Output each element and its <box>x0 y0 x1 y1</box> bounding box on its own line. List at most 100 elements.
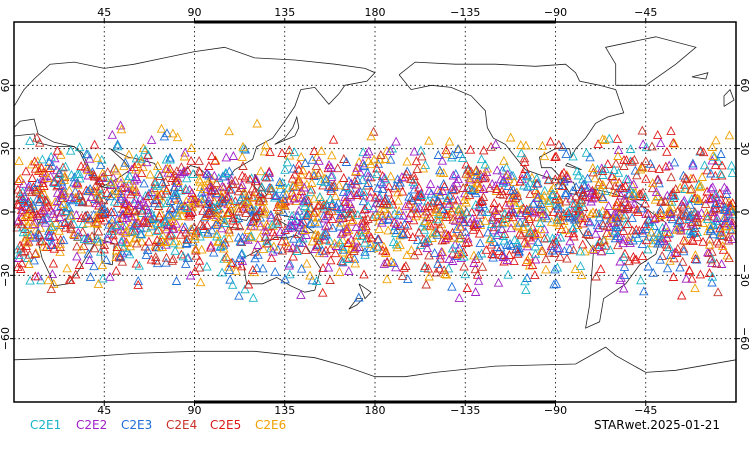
observation-marker <box>721 189 732 198</box>
observation-marker <box>179 151 190 161</box>
observation-marker <box>625 183 635 193</box>
observation-marker <box>112 220 122 229</box>
observation-marker <box>422 233 432 243</box>
observation-marker <box>23 182 34 192</box>
observation-marker <box>97 208 108 218</box>
observation-marker <box>372 234 383 244</box>
observation-marker <box>472 269 483 279</box>
observation-marker <box>437 235 448 245</box>
observation-marker <box>222 207 233 217</box>
observation-marker <box>509 256 519 266</box>
observation-marker <box>122 206 132 216</box>
observation-marker <box>81 185 92 195</box>
observation-marker <box>680 235 691 245</box>
observation-marker <box>54 169 65 179</box>
observation-marker <box>267 219 277 229</box>
observation-marker <box>296 263 307 273</box>
observation-marker <box>516 210 526 220</box>
observation-marker <box>272 211 283 221</box>
coastline-segment <box>274 115 300 145</box>
observation-marker <box>675 262 685 272</box>
observation-marker <box>384 199 395 209</box>
observation-marker <box>146 221 157 231</box>
observation-marker <box>58 199 69 209</box>
observation-marker <box>38 177 48 187</box>
observation-marker <box>453 144 463 154</box>
observation-marker <box>502 240 512 249</box>
observation-marker <box>275 179 285 189</box>
observation-marker <box>102 167 113 177</box>
observation-marker <box>326 171 337 181</box>
observation-marker <box>278 206 289 216</box>
observation-marker <box>233 203 243 213</box>
observation-marker <box>51 217 61 227</box>
observation-marker <box>525 178 535 188</box>
observation-marker <box>556 224 567 234</box>
observation-marker <box>308 211 318 221</box>
observation-marker <box>439 265 449 275</box>
observation-marker <box>227 279 238 289</box>
observation-marker <box>381 246 391 256</box>
observation-marker <box>233 186 244 196</box>
observation-marker <box>497 165 508 175</box>
observation-marker <box>638 139 648 149</box>
observation-marker <box>561 196 571 206</box>
observation-marker <box>194 174 205 184</box>
observation-marker <box>157 178 167 188</box>
observation-marker <box>575 261 586 271</box>
observation-marker <box>360 225 370 234</box>
observation-marker <box>360 204 370 214</box>
observation-marker <box>629 154 640 164</box>
observation-marker <box>246 216 256 226</box>
observation-marker <box>14 253 24 262</box>
observation-marker <box>336 228 347 238</box>
observation-marker <box>271 191 282 200</box>
observation-marker <box>532 193 543 203</box>
observation-marker <box>93 226 104 236</box>
observation-marker <box>544 174 555 184</box>
observation-marker <box>708 150 718 160</box>
observation-marker <box>447 256 458 265</box>
observation-marker <box>457 153 468 163</box>
observation-marker <box>655 138 666 148</box>
observation-marker <box>124 204 134 214</box>
observation-marker <box>136 229 147 239</box>
observation-marker <box>687 273 697 283</box>
observation-marker <box>541 264 551 274</box>
observation-marker <box>100 209 110 219</box>
observation-marker <box>162 210 173 220</box>
observation-marker <box>536 199 546 208</box>
observation-marker <box>211 178 222 188</box>
observation-marker <box>539 185 550 195</box>
observation-marker <box>548 189 559 198</box>
observation-marker <box>190 243 201 253</box>
observation-marker <box>320 229 331 239</box>
observation-marker <box>153 191 163 201</box>
observation-marker <box>687 234 698 244</box>
observation-marker <box>435 223 445 233</box>
observation-marker <box>81 149 92 159</box>
observation-marker <box>685 211 695 221</box>
observation-marker <box>186 224 196 234</box>
coastline-segment <box>604 36 697 86</box>
observation-marker <box>640 198 650 208</box>
observation-marker <box>64 274 75 284</box>
observation-marker <box>93 278 104 288</box>
observation-marker <box>138 215 149 225</box>
observation-marker <box>455 248 466 258</box>
observation-marker <box>471 165 482 175</box>
observation-marker <box>141 249 152 259</box>
observation-marker <box>303 209 313 219</box>
observation-marker <box>237 151 247 161</box>
observation-marker <box>527 172 537 182</box>
observation-marker <box>92 233 103 243</box>
observation-marker <box>164 208 175 218</box>
observation-marker <box>721 221 732 231</box>
observation-marker <box>563 173 573 183</box>
observation-marker <box>211 219 221 229</box>
observation-marker <box>427 197 438 207</box>
observation-marker <box>519 153 530 163</box>
observation-marker <box>242 195 252 205</box>
observation-marker <box>126 189 136 199</box>
observation-marker <box>116 124 127 134</box>
